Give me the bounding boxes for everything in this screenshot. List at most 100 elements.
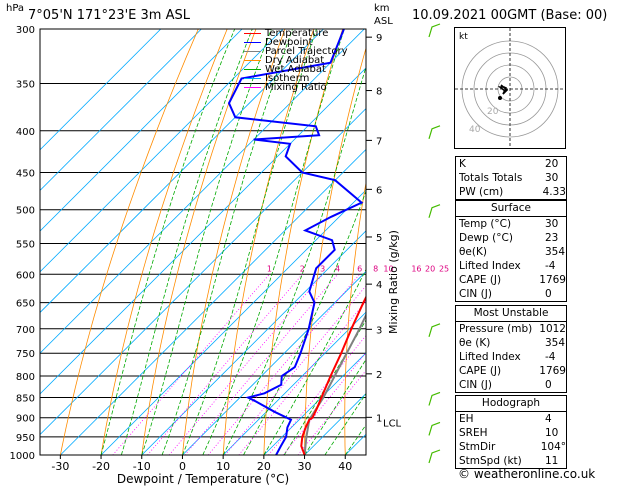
legend-item: Temperature xyxy=(244,29,348,39)
dry-adiabat-line xyxy=(141,29,257,455)
pressure-tick-label: 650 xyxy=(16,299,35,310)
mixing-ratio-line xyxy=(297,369,366,455)
plot-frame xyxy=(39,28,367,456)
legend-label: Isotherm xyxy=(265,73,310,84)
legend-item: Parcel Trajectory xyxy=(244,46,348,57)
surface-row: Dewp (°C) 23 xyxy=(459,232,559,244)
hpa-label: hPa xyxy=(6,3,25,14)
lcl-label: LCL xyxy=(383,419,402,430)
legend-item: Dewpoint xyxy=(244,37,348,48)
mu-row: CAPE (J) 1769 xyxy=(459,365,566,377)
legend-swatch xyxy=(244,51,261,52)
km-tick-label: 5 xyxy=(376,233,382,244)
wind-barb xyxy=(428,125,441,139)
hodo-ring-label-20: 20 xyxy=(487,107,499,117)
pressure-tick-label: 350 xyxy=(16,80,35,91)
mixing-ratio-line xyxy=(112,274,270,455)
hodo-row: EH 4 xyxy=(459,413,552,425)
mixing-ratio-label: 1 xyxy=(267,264,272,273)
hodograph-table-title: Hodograph xyxy=(481,397,541,409)
wind-barb xyxy=(428,449,441,464)
mixing-ratio-label: 10 xyxy=(383,264,393,273)
surface-row: Temp (°C) 30 xyxy=(459,218,559,230)
pressure-tick-label: 900 xyxy=(16,414,35,425)
pressure-tick-label: 450 xyxy=(16,168,35,179)
surface-row: CIN (J) 0 xyxy=(459,288,552,300)
legend-swatch xyxy=(244,69,261,70)
location-title: 7°05'N 171°23'E 3m ASL xyxy=(28,8,190,23)
hodo-unit-label: kt xyxy=(459,32,468,42)
isotherm-line xyxy=(60,148,366,455)
wet-adiabat-line xyxy=(161,29,293,455)
pressure-tick-label: 550 xyxy=(16,239,35,250)
mixing-ratio-label: 8 xyxy=(373,264,378,273)
wet-adiabat-line xyxy=(243,190,366,455)
mixing-ratio-label: 4 xyxy=(335,264,340,273)
legend-label: Dewpoint xyxy=(265,37,313,48)
km-tick-label: 2 xyxy=(376,370,382,381)
km-tick-label: 4 xyxy=(376,280,382,291)
x-tick-label: 20 xyxy=(257,460,271,473)
legend-item: Wet Adiabat xyxy=(244,65,348,75)
hodo-storm-motion xyxy=(498,96,502,100)
dry-adiabat-line xyxy=(263,29,343,455)
isotherm-line xyxy=(222,311,366,455)
legend-label: Parcel Trajectory xyxy=(265,46,348,57)
legend-swatch xyxy=(244,42,261,43)
hodo-row: StmDir 104° xyxy=(459,441,566,453)
isotherm-line xyxy=(40,67,366,395)
pressure-tick-label: 850 xyxy=(16,393,35,404)
isotherm-line xyxy=(141,230,366,455)
legend-item: Isotherm xyxy=(244,73,348,84)
dry-adiabat-line xyxy=(100,29,228,455)
pressure-tick-label: 600 xyxy=(16,270,35,281)
most-unstable-table: Most Unstable Pressure (mb) 1012 θe (K) 35… xyxy=(455,305,567,393)
mixing-ratio-label: 6 xyxy=(357,264,362,273)
wind-barb xyxy=(428,421,441,436)
legend: Temperature Dewpoint Parcel Trajectory Dry … xyxy=(244,29,348,93)
km-tick-label: 6 xyxy=(376,185,382,196)
credit: © weatheronline.co.uk xyxy=(458,467,596,481)
isotherm-line xyxy=(40,29,284,273)
legend-label: Mixing Ratio xyxy=(265,82,327,93)
isotherm-line xyxy=(182,270,366,455)
mixing-ratio-axis-label: Mixing Ratio (g/kg) xyxy=(387,230,400,334)
dry-adiabat-line xyxy=(344,180,366,455)
hodo-ring-label-40: 40 xyxy=(469,125,481,135)
legend-item: Mixing Ratio xyxy=(244,82,348,93)
wet-adiabat-line xyxy=(100,29,236,455)
km-tick-label: 8 xyxy=(376,87,382,98)
isotherm-line xyxy=(40,29,162,151)
wind-barb xyxy=(428,391,441,406)
x-tick-label: 0 xyxy=(179,460,186,473)
surface-row: CAPE (J) 1769 xyxy=(459,274,566,286)
mu-row: Lifted Index -4 xyxy=(459,351,556,363)
x-tick-label: 30 xyxy=(298,460,312,473)
surface-title: Surface xyxy=(490,202,531,214)
hodo-row: StmSpd (kt) 11 xyxy=(459,455,559,467)
isotherm-line xyxy=(100,189,366,455)
wind-barb xyxy=(428,323,441,337)
legend-item: Dry Adiabat xyxy=(244,56,348,66)
surface-table: Surface Temp (°C) 30 Dewp (°C) 23 θe(K) 354… xyxy=(455,200,567,302)
dry-adiabat-line xyxy=(222,29,315,455)
dry-adiabat-line xyxy=(595,29,629,455)
pressure-tick-label: 750 xyxy=(16,349,35,360)
isotherm-line xyxy=(263,352,366,455)
surface-row: θe(K) 354 xyxy=(459,246,566,258)
isotherm-line xyxy=(40,29,243,232)
x-tick-label: -20 xyxy=(92,460,110,473)
wet-adiabat-line xyxy=(141,29,272,455)
hodo-row: SREH 10 xyxy=(459,427,559,439)
legend-swatch xyxy=(244,87,261,88)
x-tick-label: -10 xyxy=(133,460,151,473)
wet-adiabat-line xyxy=(121,29,253,455)
wet-adiabat-line xyxy=(202,29,345,455)
asl-label: ASL xyxy=(374,16,393,27)
km-tick-label: 7 xyxy=(376,136,382,147)
hodograph: kt 20 40 xyxy=(454,27,566,149)
run-title: 10.09.2021 00GMT (Base: 00) xyxy=(412,8,608,23)
dry-adiabat-line xyxy=(60,29,199,455)
parcel-trajectory xyxy=(303,312,366,455)
